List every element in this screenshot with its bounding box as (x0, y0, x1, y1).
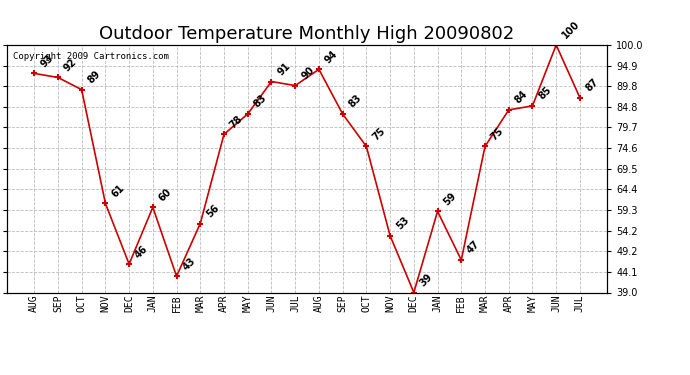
Text: 39: 39 (418, 272, 435, 288)
Text: 85: 85 (537, 85, 553, 102)
Text: 61: 61 (110, 183, 126, 199)
Text: 60: 60 (157, 186, 174, 203)
Text: 43: 43 (181, 255, 197, 272)
Text: 84: 84 (513, 89, 530, 106)
Text: 53: 53 (394, 215, 411, 231)
Text: 56: 56 (204, 203, 221, 219)
Text: 91: 91 (275, 61, 293, 77)
Text: 75: 75 (489, 126, 506, 142)
Text: 47: 47 (466, 239, 482, 256)
Text: 78: 78 (228, 113, 245, 130)
Text: Copyright 2009 Cartronics.com: Copyright 2009 Cartronics.com (13, 53, 169, 62)
Text: 93: 93 (39, 53, 55, 69)
Text: 59: 59 (442, 190, 458, 207)
Text: 92: 92 (62, 57, 79, 73)
Text: 89: 89 (86, 69, 103, 86)
Text: 87: 87 (584, 77, 601, 94)
Text: 100: 100 (560, 20, 582, 41)
Text: 83: 83 (252, 93, 268, 110)
Text: 94: 94 (323, 48, 339, 65)
Text: 90: 90 (299, 65, 316, 81)
Title: Outdoor Temperature Monthly High 20090802: Outdoor Temperature Monthly High 2009080… (99, 26, 515, 44)
Text: 46: 46 (133, 243, 150, 260)
Text: 83: 83 (347, 93, 364, 110)
Text: 75: 75 (371, 126, 387, 142)
